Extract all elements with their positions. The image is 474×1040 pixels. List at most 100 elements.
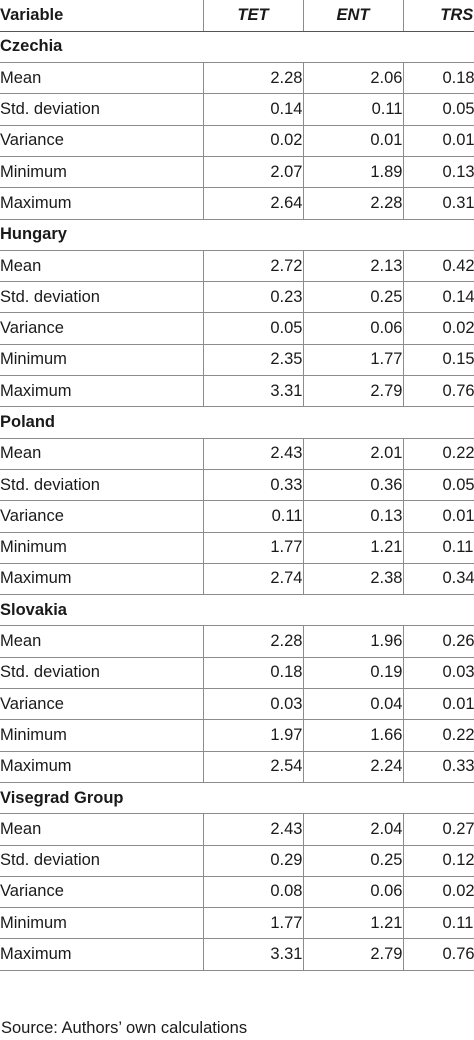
statistic-label: Std. deviation — [0, 469, 203, 502]
table-row: Minimum 2.07 1.89 0.13 — [0, 156, 474, 189]
tet-value: 0.05 — [202, 312, 303, 345]
table-row: Mean 2.43 2.01 0.22 — [0, 438, 474, 470]
statistic-label: Std. deviation — [0, 281, 203, 314]
statistic-label: Mean — [0, 62, 203, 95]
table-row: Maximum 3.31 2.79 0.76 — [0, 938, 474, 971]
tet-value: 2.35 — [202, 344, 303, 377]
group-row: Visegrad Group — [0, 782, 474, 815]
statistic-label: Minimum — [0, 719, 203, 752]
tet-value: 1.77 — [202, 907, 303, 940]
tet-value: 2.07 — [202, 156, 303, 189]
tet-value: 0.29 — [202, 845, 303, 877]
table-row: Std. deviation 0.23 0.25 0.14 — [0, 281, 474, 314]
trs-value: 0.31 — [402, 187, 474, 220]
trs-value: 0.27 — [402, 813, 474, 846]
table-row: Maximum 2.64 2.28 0.31 — [0, 187, 474, 220]
statistic-label: Variance — [0, 876, 203, 909]
statistic-label: Maximum — [0, 563, 203, 596]
group-row: Poland — [0, 406, 474, 439]
trs-value: 0.76 — [402, 938, 474, 971]
group-row: Hungary — [0, 219, 474, 251]
statistic-label: Maximum — [0, 375, 203, 408]
trs-value: 0.01 — [402, 688, 474, 721]
table-row: Std. deviation 0.29 0.25 0.12 — [0, 845, 474, 877]
tet-value: 2.64 — [202, 187, 303, 220]
tet-value: 2.43 — [202, 438, 303, 470]
ent-value: 2.79 — [302, 938, 403, 971]
statistic-label: Maximum — [0, 187, 203, 220]
statistic-label: Variance — [0, 125, 203, 157]
table-row: Mean 2.28 1.96 0.26 — [0, 625, 474, 658]
tet-value: 2.28 — [202, 625, 303, 658]
group-name: Czechia — [0, 31, 474, 64]
tet-value: 0.23 — [202, 281, 303, 314]
table-row: Minimum 2.35 1.77 0.15 — [0, 344, 474, 377]
header-row: Variable TET ENT TRS — [0, 0, 474, 32]
tet-value: 2.54 — [202, 751, 303, 783]
statistic-label: Std. deviation — [0, 657, 203, 690]
statistic-label: Std. deviation — [0, 845, 203, 877]
table-row: Variance 0.05 0.06 0.02 — [0, 312, 474, 345]
statistic-label: Minimum — [0, 532, 203, 564]
ent-value: 0.11 — [302, 93, 403, 126]
tet-value: 0.08 — [202, 876, 303, 909]
statistic-label: Mean — [0, 625, 203, 658]
table-row: Maximum 3.31 2.79 0.76 — [0, 375, 474, 408]
tet-value: 3.31 — [202, 938, 303, 971]
ent-value: 1.89 — [302, 156, 403, 189]
ent-value: 2.28 — [302, 187, 403, 220]
table-row: Std. deviation 0.33 0.36 0.05 — [0, 469, 474, 502]
ent-value: 0.25 — [302, 281, 403, 314]
statistic-label: Maximum — [0, 938, 203, 971]
table-row: Mean 2.28 2.06 0.18 — [0, 62, 474, 95]
trs-value: 0.01 — [402, 125, 474, 157]
trs-value: 0.22 — [402, 719, 474, 752]
tet-value: 0.11 — [202, 500, 303, 533]
ent-value: 1.66 — [302, 719, 403, 752]
table-row: Mean 2.43 2.04 0.27 — [0, 813, 474, 846]
ent-value: 0.13 — [302, 500, 403, 533]
tet-value: 2.43 — [202, 813, 303, 846]
trs-value: 0.33 — [402, 751, 474, 783]
table-row: Mean 2.72 2.13 0.42 — [0, 250, 474, 283]
table-row: Maximum 2.74 2.38 0.34 — [0, 563, 474, 596]
statistics-table: Variable TET ENT TRS Czechia Mean 2.28 2.06… — [0, 0, 474, 971]
tet-value: 3.31 — [202, 375, 303, 408]
header-trs: TRS — [402, 0, 474, 32]
trs-value: 0.11 — [402, 907, 474, 940]
ent-value: 2.79 — [302, 375, 403, 408]
trs-value: 0.11 — [402, 532, 474, 564]
group-name: Hungary — [0, 219, 474, 251]
statistic-label: Mean — [0, 250, 203, 283]
trs-value: 0.42 — [402, 250, 474, 283]
tet-value: 1.97 — [202, 719, 303, 752]
tet-value: 2.74 — [202, 563, 303, 596]
ent-value: 0.06 — [302, 876, 403, 909]
ent-value: 1.96 — [302, 625, 403, 658]
source-note: Source: Authors’ own calculations — [1, 1019, 248, 1037]
trs-value: 0.26 — [402, 625, 474, 658]
statistic-label: Std. deviation — [0, 93, 203, 126]
ent-value: 2.24 — [302, 751, 403, 783]
statistic-label: Mean — [0, 813, 203, 846]
statistic-label: Variance — [0, 688, 203, 721]
ent-value: 0.36 — [302, 469, 403, 502]
header-variable: Variable — [0, 0, 203, 32]
ent-value: 2.04 — [302, 813, 403, 846]
trs-value: 0.02 — [402, 312, 474, 345]
group-name: Visegrad Group — [0, 782, 474, 815]
header-ent: ENT — [302, 0, 403, 32]
trs-value: 0.05 — [402, 469, 474, 502]
statistic-label: Mean — [0, 438, 203, 470]
trs-value: 0.03 — [402, 657, 474, 690]
trs-value: 0.05 — [402, 93, 474, 126]
trs-value: 0.34 — [402, 563, 474, 596]
tet-value: 1.77 — [202, 532, 303, 564]
tet-value: 2.28 — [202, 62, 303, 95]
ent-value: 1.21 — [302, 532, 403, 564]
ent-value: 1.77 — [302, 344, 403, 377]
tet-value: 0.03 — [202, 688, 303, 721]
statistic-label: Minimum — [0, 907, 203, 940]
ent-value: 2.13 — [302, 250, 403, 283]
